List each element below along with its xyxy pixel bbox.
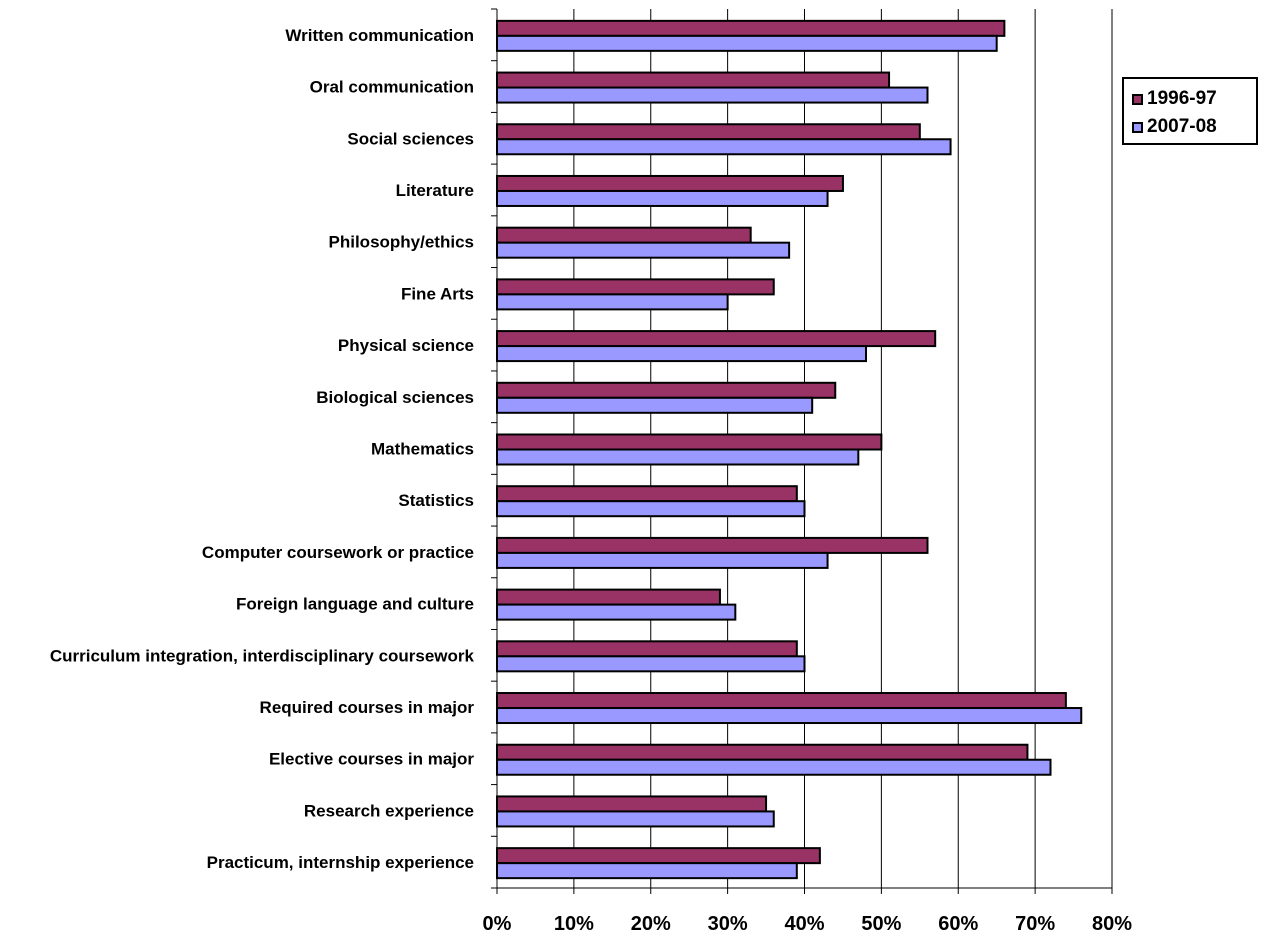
bar-1996-97-2 — [496, 123, 921, 141]
category-label-6: Physical science — [338, 336, 474, 355]
category-label-8: Mathematics — [371, 440, 474, 459]
bar-2007-08-8 — [496, 448, 860, 466]
bar-2007-08-7 — [496, 396, 814, 414]
x-tick-label-6: 60% — [938, 913, 978, 935]
chart-legend: 1996-97 2007-08 — [1122, 77, 1258, 145]
bar-2007-08-0 — [496, 34, 998, 52]
category-label-1: Oral communication — [310, 78, 474, 97]
x-tick-label-5: 50% — [861, 913, 901, 935]
bar-1996-97-11 — [496, 588, 721, 606]
bar-2007-08-12 — [496, 655, 806, 673]
category-label-12: Curriculum integration, interdisciplinar… — [50, 646, 475, 665]
bar-2007-08-3 — [496, 189, 829, 207]
bar-2007-08-16 — [496, 862, 798, 880]
bar-1996-97-7 — [496, 381, 837, 399]
category-label-16: Practicum, internship experience — [207, 853, 474, 872]
bar-1996-97-8 — [496, 433, 883, 451]
bar-2007-08-10 — [496, 551, 829, 569]
legend-item-1996-97: 1996-97 — [1132, 87, 1217, 111]
legend-label-2007-08: 2007-08 — [1147, 116, 1217, 137]
bar-2007-08-6 — [496, 345, 867, 363]
category-label-5: Fine Arts — [401, 284, 474, 303]
category-label-13: Required courses in major — [260, 698, 475, 717]
bar-1996-97-10 — [496, 536, 929, 554]
x-tick-label-7: 70% — [1015, 913, 1055, 935]
x-tick-label-4: 40% — [784, 913, 824, 935]
legend-swatch-1996-97 — [1132, 93, 1143, 105]
bar-1996-97-16 — [496, 847, 821, 865]
bar-2007-08-4 — [496, 241, 791, 259]
bar-1996-97-6 — [496, 330, 937, 348]
category-label-3: Literature — [396, 181, 474, 200]
category-label-10: Computer coursework or practice — [202, 543, 474, 562]
category-label-11: Foreign language and culture — [236, 595, 474, 614]
bar-2007-08-13 — [496, 707, 1083, 725]
legend-label-1996-97: 1996-97 — [1147, 88, 1217, 109]
bar-2007-08-14 — [496, 758, 1052, 776]
category-label-15: Research experience — [304, 801, 474, 820]
category-label-4: Philosophy/ethics — [329, 233, 474, 252]
bar-1996-97-12 — [496, 640, 798, 658]
bar-1996-97-9 — [496, 485, 798, 503]
bar-2007-08-5 — [496, 293, 729, 311]
x-tick-label-8: 80% — [1092, 913, 1132, 935]
bar-2007-08-9 — [496, 500, 806, 518]
category-label-2: Social sciences — [347, 129, 474, 148]
bar-2007-08-2 — [496, 138, 952, 156]
x-tick-label-1: 10% — [554, 913, 594, 935]
category-label-7: Biological sciences — [316, 388, 474, 407]
category-label-14: Elective courses in major — [269, 750, 474, 769]
bar-2007-08-15 — [496, 810, 775, 828]
bar-1996-97-14 — [496, 743, 1029, 761]
bar-1996-97-15 — [496, 795, 768, 813]
bar-1996-97-1 — [496, 71, 891, 89]
bar-1996-97-3 — [496, 174, 844, 192]
bar-1996-97-0 — [496, 19, 1006, 37]
bar-2007-08-1 — [496, 86, 929, 104]
bar-1996-97-13 — [496, 692, 1067, 710]
bar-1996-97-5 — [496, 278, 775, 296]
x-tick-label-2: 20% — [631, 913, 671, 935]
category-label-9: Statistics — [398, 491, 474, 510]
bar-1996-97-4 — [496, 226, 752, 244]
bar-2007-08-11 — [496, 603, 737, 621]
x-tick-label-0: 0% — [483, 913, 512, 935]
x-tick-label-3: 30% — [708, 913, 748, 935]
category-label-0: Written communication — [285, 26, 474, 45]
legend-swatch-2007-08 — [1132, 121, 1143, 133]
legend-item-2007-08: 2007-08 — [1132, 115, 1217, 139]
